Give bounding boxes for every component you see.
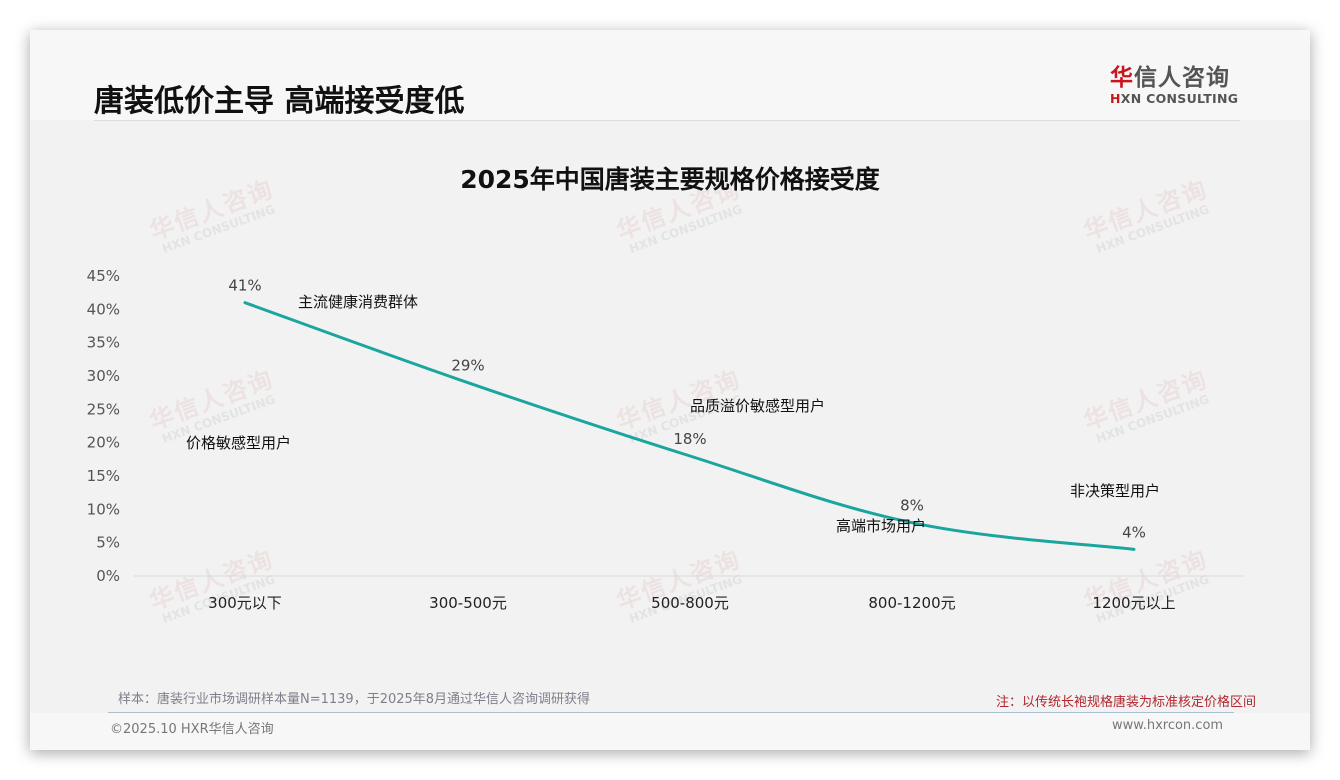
segment-annotation: 非决策型用户: [1070, 482, 1160, 500]
logo-english: HXN CONSULTING: [1110, 92, 1250, 106]
segment-annotation: 主流健康消费群体: [298, 293, 418, 311]
y-tick-label: 30%: [87, 367, 120, 385]
logo-en-text: XN CONSULTING: [1120, 91, 1239, 106]
chart-title: 2025年中国唐装主要规格价格接受度: [460, 165, 880, 194]
price-note: 注：以传统长袍规格唐装为标准核定价格区间: [996, 695, 1257, 710]
y-tick-label: 40%: [87, 300, 120, 318]
footer-divider: [108, 712, 1234, 713]
y-tick-label: 25%: [87, 400, 120, 418]
y-tick-label: 20%: [87, 434, 120, 452]
x-tick-label: 300-500元: [429, 594, 507, 612]
x-tick-label: 500-800元: [651, 594, 729, 612]
y-tick-label: 45%: [87, 267, 120, 285]
footer-band: [30, 713, 1310, 750]
y-tick-label: 5%: [96, 534, 120, 552]
data-label: 41%: [228, 277, 261, 295]
line-chart: 45% 40% 35% 30% 25% 20% 15% 10% 5% 0% 300元以下 300-5…: [87, 267, 1244, 612]
copyright: ©2025.10 HXR华信人咨询: [110, 722, 274, 737]
header-band: [30, 30, 1310, 120]
segment-annotation: 品质溢价敏感型用户: [690, 397, 825, 415]
y-tick-label: 10%: [87, 500, 120, 518]
x-tick-label: 800-1200元: [868, 594, 955, 612]
header-divider: [94, 120, 1240, 121]
y-tick-label: 0%: [96, 567, 120, 585]
segment-annotation: 价格敏感型用户: [186, 434, 291, 452]
data-label: 29%: [451, 357, 484, 375]
data-labels: 41% 29% 18% 8% 4%: [228, 277, 1146, 542]
segment-annotation: 高端市场用户: [836, 517, 926, 535]
slide: 唐装低价主导 高端接受度低 华信人咨询 HXN CONSULTING 华信人咨询…: [30, 30, 1310, 750]
x-axis: 300元以下 300-500元 500-800元 800-1200元 1200元以上: [208, 594, 1175, 612]
data-label: 8%: [900, 497, 924, 515]
logo-cn-accent: 华: [1110, 65, 1134, 91]
logo-cn-text: 信人咨询: [1134, 65, 1230, 91]
y-axis: 45% 40% 35% 30% 25% 20% 15% 10% 5% 0%: [87, 267, 120, 585]
data-label: 4%: [1122, 523, 1146, 541]
page-title: 唐装低价主导 高端接受度低: [94, 84, 465, 119]
x-tick-label: 1200元以上: [1092, 594, 1175, 612]
sample-note: 样本：唐装行业市场调研样本量N=1139，于2025年8月通过华信人咨询调研获得: [118, 692, 591, 707]
company-logo: 华信人咨询 HXN CONSULTING: [1110, 64, 1250, 106]
logo-en-accent: H: [1110, 91, 1121, 106]
website-link[interactable]: www.hxrcon.com: [1112, 718, 1224, 733]
y-tick-label: 15%: [87, 467, 120, 485]
y-tick-label: 35%: [87, 334, 120, 352]
series-line: [243, 301, 1136, 551]
x-tick-label: 300元以下: [208, 594, 282, 612]
logo-chinese: 华信人咨询: [1110, 64, 1250, 92]
data-label: 18%: [673, 430, 706, 448]
